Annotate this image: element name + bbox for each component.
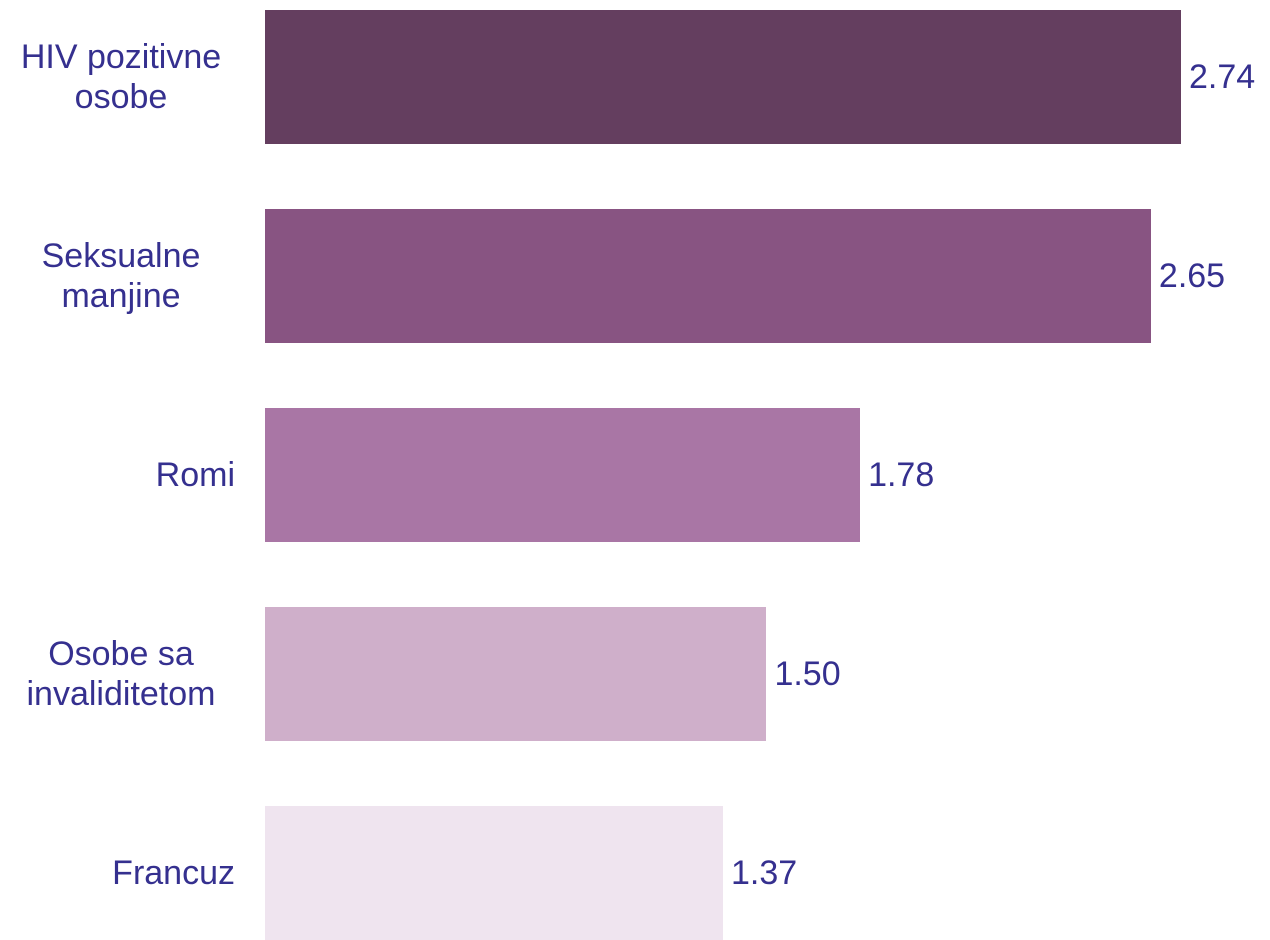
category-text: Romi: [155, 456, 235, 494]
category-label: Francuz: [112, 806, 235, 940]
bar: [265, 607, 767, 741]
category-text: HIV pozitivne osobe: [20, 38, 222, 116]
category-label: Osobe sa invaliditetom: [7, 607, 235, 741]
category-text: Osobe sa invaliditetom: [26, 635, 216, 713]
category-label: Seksualne manjine: [7, 209, 235, 343]
value-label: 1.78: [868, 455, 935, 494]
category-label: Romi: [156, 408, 235, 542]
value-label: 1.37: [731, 853, 798, 892]
bar: [265, 806, 723, 940]
bar: [265, 209, 1151, 343]
value-label: 1.50: [774, 654, 841, 693]
category-text: Seksualne manjine: [41, 237, 201, 315]
value-label: 2.65: [1158, 256, 1226, 295]
category-label: HIV pozitivne osobe: [7, 10, 235, 144]
bar: [265, 408, 861, 542]
bar: [265, 10, 1181, 144]
category-text: Francuz: [112, 854, 235, 892]
value-label: 2.74: [1189, 57, 1256, 96]
